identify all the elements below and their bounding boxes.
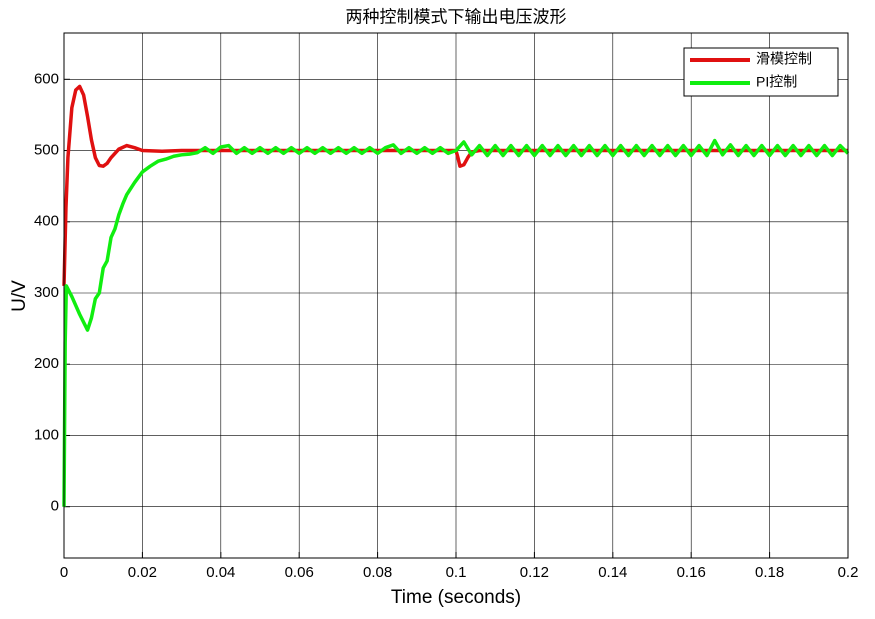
y-tick-label: 600 [34, 70, 59, 87]
x-tick-label: 0.04 [206, 564, 235, 581]
legend-box [683, 47, 839, 97]
x-tick-label: 0.06 [285, 564, 314, 581]
x-tick-label: 0.1 [446, 564, 467, 581]
y-tick-label: 0 [51, 498, 59, 515]
legend-label: PI控制 [756, 74, 797, 90]
legend: 滑模控制 PI控制 [683, 47, 839, 97]
x-tick-label: 0 [60, 564, 68, 581]
y-tick-label: 200 [34, 355, 59, 372]
plot-lines [62, 84, 850, 507]
x-tick-label: 0.12 [520, 564, 549, 581]
y-tick-label: 500 [34, 142, 59, 159]
series-line [62, 138, 850, 507]
x-tick-label: 0.16 [677, 564, 706, 581]
legend-label: 滑模控制 [756, 51, 812, 67]
x-tick-label: 0.18 [755, 564, 784, 581]
y-tick-label: 300 [34, 284, 59, 301]
x-tick-label: 0.2 [838, 564, 859, 581]
y-tick-label: 100 [34, 426, 59, 443]
x-axis-label: Time (seconds) [391, 587, 521, 608]
y-axis-label: U/V [9, 280, 30, 312]
labels: 0 0.02 0.04 0.06 0.08 0.1 0.12 0.14 0.16 0.18 0.2 0… [34, 70, 858, 581]
x-tick-label: 0.02 [128, 564, 157, 581]
series-line [62, 84, 848, 286]
y-tick-label: 400 [34, 213, 59, 230]
x-tick-label: 0.08 [363, 564, 392, 581]
plot-frame [63, 32, 849, 559]
chart-title: 两种控制模式下输出电压波形 [346, 8, 567, 28]
x-tick-label: 0.14 [598, 564, 627, 581]
